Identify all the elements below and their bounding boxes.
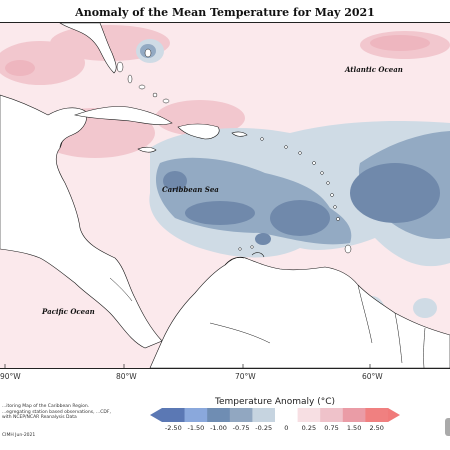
longitude-ticks: [4, 364, 371, 368]
legend-cell: [162, 408, 185, 422]
legend-tick-label: 1.50: [346, 424, 362, 432]
legend-arrow-left: [150, 408, 162, 422]
legend-cell: [229, 408, 253, 422]
map-title: Anomaly of the Mean Temperature for May …: [75, 6, 375, 19]
logo-icon: [445, 418, 450, 436]
legend-arrow-right: [388, 408, 400, 422]
legend-tick-label: -0.75: [232, 424, 250, 432]
footnote-text: ...itoring Map of the Caribbean Region. …: [2, 404, 111, 421]
land-lesser-antilles: [238, 137, 352, 254]
land-bahamas: [116, 48, 170, 104]
anomaly-map: Atlantic Ocean Caribbean Sea Pacific Oce…: [0, 22, 450, 369]
lon-label-60w: 60°W: [362, 372, 383, 381]
land-puerto-rico: [231, 131, 248, 137]
land-central-america: [0, 94, 163, 349]
land-hispaniola: [177, 123, 220, 140]
legend-tick-label: -0.25: [255, 424, 273, 432]
map-canvas: [0, 23, 450, 368]
lon-label-70w: 70°W: [235, 372, 256, 381]
land-florida: [59, 23, 117, 74]
legend-title: Temperature Anomaly (°C): [214, 397, 335, 407]
legend-cells: [162, 408, 389, 422]
border-lines: [109, 277, 426, 368]
legend-cell: [320, 408, 344, 422]
legend-cell: [365, 408, 389, 422]
legend-tick-label: 0.75: [324, 424, 339, 432]
legend-cell: [297, 408, 321, 422]
legend-cell: [184, 408, 208, 422]
legend-tick-label: 0.25: [301, 424, 317, 432]
land-yucatan: [47, 107, 87, 149]
credit-text: CIMH Jun-2021: [2, 433, 36, 438]
atlantic-ocean-label: Atlantic Ocean: [345, 65, 403, 74]
caribbean-sea-label: Caribbean Sea: [162, 185, 219, 194]
legend-tick-label: 2.50: [369, 424, 384, 432]
cool-anomaly-dark: [163, 163, 440, 245]
land-jamaica: [137, 146, 157, 153]
lon-label-90w: 90°W: [0, 372, 21, 381]
land-cuba: [73, 106, 173, 125]
legend-cell: [342, 408, 366, 422]
legend-cell: [207, 408, 231, 422]
legend-tick-label: -1.00: [210, 424, 227, 432]
legend-tick-label: 0: [284, 424, 289, 432]
legend-cell: [275, 408, 298, 422]
legend-tick-label: -1.50: [187, 424, 205, 432]
lon-label-80w: 80°W: [116, 372, 137, 381]
legend-colorbar: [150, 408, 400, 422]
legend-cell: [252, 408, 276, 422]
land-colombia-coast: [224, 252, 265, 266]
legend-tick-label: -2.50: [164, 424, 182, 432]
land-south-america: [149, 256, 450, 368]
pacific-ocean-label: Pacific Ocean: [42, 307, 95, 316]
